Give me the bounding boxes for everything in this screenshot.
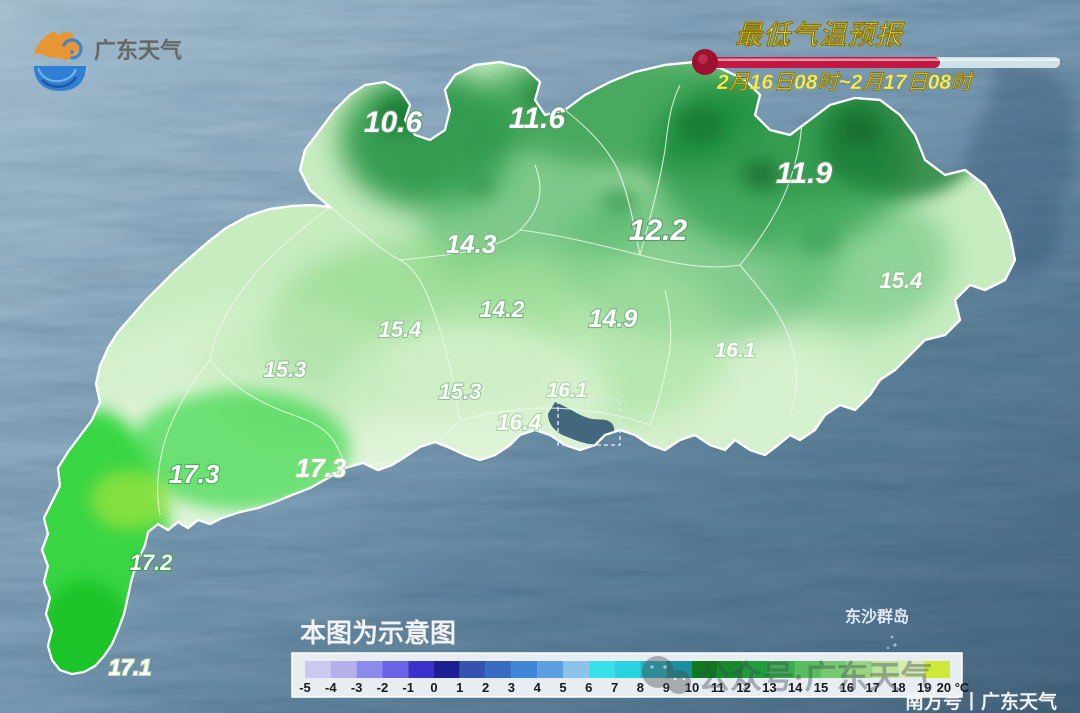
svg-text:17.2: 17.2: [130, 550, 174, 575]
svg-text:公众号·广东天气: 公众号·广东天气: [698, 659, 933, 695]
svg-text:4: 4: [534, 680, 542, 695]
svg-text:南方号丨广东天气: 南方号丨广东天气: [905, 690, 1057, 713]
svg-text:16.1: 16.1: [547, 379, 588, 402]
svg-text:8: 8: [637, 680, 644, 695]
svg-text:7: 7: [611, 680, 618, 695]
svg-text:-3: -3: [351, 680, 363, 695]
svg-text:-1: -1: [402, 680, 414, 695]
svg-text:3: 3: [508, 680, 515, 695]
svg-text:最低气温预报: 最低气温预报: [735, 20, 906, 50]
svg-text:17.1: 17.1: [109, 655, 152, 680]
svg-text:16.4: 16.4: [497, 409, 542, 435]
svg-text:15.4: 15.4: [379, 317, 422, 342]
svg-text:10.6: 10.6: [364, 106, 423, 139]
svg-text:15.3: 15.3: [264, 357, 307, 382]
svg-text:11.9: 11.9: [776, 157, 832, 190]
svg-text:17.3: 17.3: [169, 459, 220, 489]
svg-text:1: 1: [456, 680, 463, 695]
svg-text:14.2: 14.2: [480, 296, 525, 322]
svg-text:14.3: 14.3: [446, 229, 497, 259]
svg-text:6: 6: [585, 680, 592, 695]
svg-text:0: 0: [430, 680, 437, 695]
svg-text:14.9: 14.9: [589, 305, 638, 333]
svg-text:2: 2: [482, 680, 489, 695]
svg-text:广东天气: 广东天气: [94, 38, 182, 63]
svg-text:12.2: 12.2: [629, 214, 688, 247]
svg-text:本图为示意图: 本图为示意图: [300, 618, 456, 648]
svg-text:2月16日08时~2月17日08时: 2月16日08时~2月17日08时: [716, 71, 976, 94]
svg-text:16.1: 16.1: [715, 339, 756, 362]
svg-text:-4: -4: [325, 680, 337, 695]
svg-text:-5: -5: [299, 680, 311, 695]
svg-text:东沙群岛: 东沙群岛: [845, 607, 909, 626]
svg-text:-2: -2: [377, 680, 389, 695]
svg-text:15.4: 15.4: [880, 268, 923, 293]
svg-text:5: 5: [559, 680, 566, 695]
svg-text:15.3: 15.3: [439, 379, 482, 404]
svg-text:17.3: 17.3: [296, 453, 347, 483]
svg-text:11.6: 11.6: [509, 102, 565, 135]
